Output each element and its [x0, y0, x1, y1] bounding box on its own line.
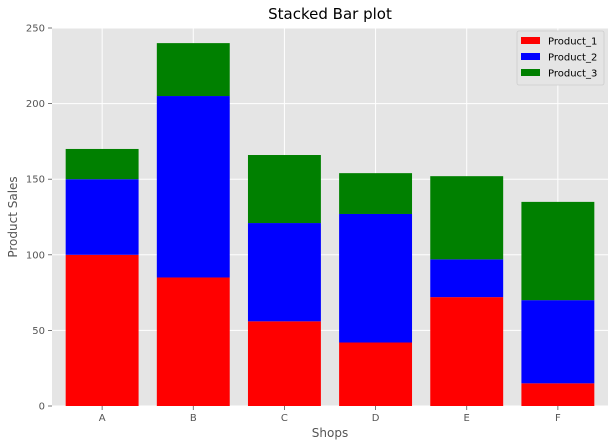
x-tick-label-A: A: [99, 413, 106, 424]
x-tick-label-E: E: [464, 413, 470, 424]
plot-background: [52, 28, 608, 406]
y-tick-label-250: 250: [26, 24, 45, 35]
bar-E-product_3: [430, 176, 504, 260]
legend-label-product_3: Product_3: [548, 69, 597, 80]
x-tick-label-C: C: [281, 413, 288, 424]
x-tick-label-B: B: [190, 413, 197, 424]
bar-C-product_2: [247, 223, 321, 322]
bar-F-product_2: [521, 300, 595, 384]
x-tick-label-D: D: [372, 413, 380, 424]
x-axis-ticks: A B C D E F: [99, 406, 561, 424]
bar-A-product_3: [65, 148, 139, 180]
y-tick-label-100: 100: [26, 250, 45, 261]
bar-E-product_2: [430, 259, 504, 298]
y-tick-label-150: 150: [26, 175, 45, 186]
bar-D-product_3: [339, 173, 413, 214]
y-tick-label-200: 200: [26, 99, 45, 110]
legend-label-product_2: Product_2: [548, 53, 597, 64]
bar-D-product_1: [339, 342, 413, 406]
chart-title: Stacked Bar plot: [268, 5, 392, 23]
x-tick-label-F: F: [555, 413, 561, 424]
y-axis-ticks: 0 50 100 150 200 250: [26, 24, 52, 413]
legend-swatch-product_1: [521, 37, 540, 44]
x-axis-label: Shops: [312, 426, 348, 440]
bar-C-product_3: [247, 155, 321, 224]
bar-A-product_2: [65, 179, 139, 255]
legend-label-product_1: Product_1: [548, 37, 597, 48]
bar-A-product_1: [65, 254, 139, 406]
y-tick-label-50: 50: [32, 326, 45, 337]
y-axis-label: Product Sales: [6, 176, 20, 257]
legend-swatch-product_2: [521, 53, 540, 60]
legend-swatch-product_3: [521, 69, 540, 76]
bar-C-product_1: [247, 321, 321, 406]
bars-group: [65, 43, 595, 406]
bar-D-product_2: [339, 213, 413, 343]
legend: Product_1 Product_2 Product_3: [516, 30, 605, 86]
bar-E-product_1: [430, 297, 504, 406]
bar-B-product_2: [156, 96, 230, 278]
bar-F-product_1: [521, 383, 595, 406]
y-tick-label-0: 0: [39, 402, 45, 413]
bar-B-product_1: [156, 277, 230, 406]
bar-B-product_3: [156, 43, 230, 97]
bar-F-product_3: [521, 201, 595, 301]
